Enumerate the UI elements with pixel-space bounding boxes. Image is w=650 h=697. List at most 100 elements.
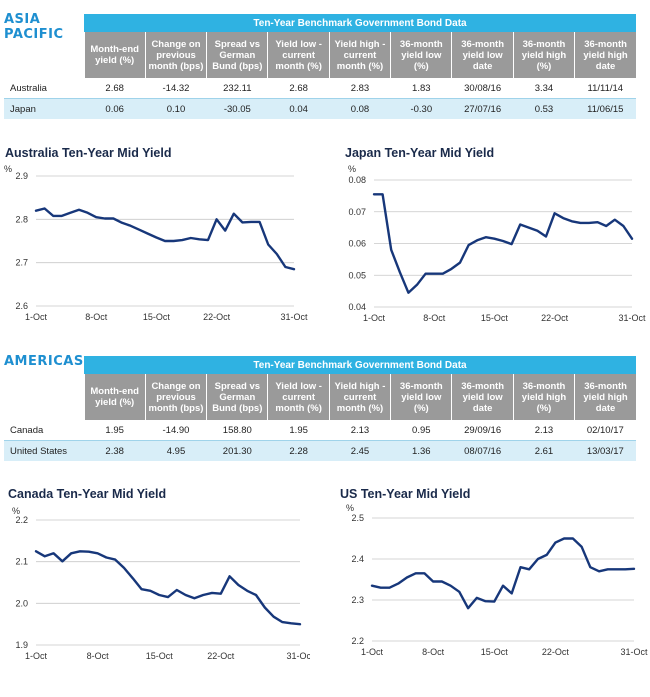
x-tick-label: 1-Oct xyxy=(361,647,384,657)
x-tick-label: 15-Oct xyxy=(481,647,509,657)
col-header: Yield high - current month (%) xyxy=(329,374,392,420)
table-cell: 2.68 xyxy=(84,78,146,99)
col-header: 36-month yield high date xyxy=(574,374,636,420)
chart-title-australia: Australia Ten-Year Mid Yield xyxy=(5,146,172,160)
x-tick-label: 1-Oct xyxy=(25,312,48,322)
chart-title-us: US Ten-Year Mid Yield xyxy=(340,487,471,501)
col-header: Yield low - current month (%) xyxy=(267,32,330,78)
col-header: 36-month yield high (%) xyxy=(513,374,576,420)
chart-us: %2.5 2.4 2.3 2.21-Oct 8-Oct 15-Oct 22-Oct 31-Oc… xyxy=(346,503,648,657)
table-cell: 11/06/15 xyxy=(574,98,636,119)
x-tick-label: 31-Oct xyxy=(620,647,648,657)
chart-title-japan: Japan Ten-Year Mid Yield xyxy=(345,146,495,160)
y-axis-unit-label: % xyxy=(4,164,12,174)
y-tick-label: 0.08 xyxy=(348,175,366,185)
table-title: Ten-Year Benchmark Government Bond Data xyxy=(84,14,636,32)
y-tick-label: 2.5 xyxy=(351,513,364,523)
series-line xyxy=(34,550,302,626)
table-cell: 158.80 xyxy=(206,420,268,441)
series-line xyxy=(370,537,636,610)
x-tick-label: 8-Oct xyxy=(422,647,445,657)
col-header: Yield low - current month (%) xyxy=(267,374,330,420)
y-tick-label: 0.07 xyxy=(348,207,366,217)
chart-australia: %2.9 2.8 2.7 2.61-Oct 8-Oct 15-Oct 22-Oct 31-Oc… xyxy=(4,164,308,322)
table-cell: 0.53 xyxy=(513,98,575,119)
table-row: Japan 0.06 0.10 -30.05 0.04 0.08 -0.30 2… xyxy=(4,98,636,119)
y-axis-unit-label: % xyxy=(348,164,356,174)
table-cell: 1.95 xyxy=(267,420,330,441)
y-tick-label: 2.1 xyxy=(15,557,28,567)
table-row: United States 2.38 4.95 201.30 2.28 2.45… xyxy=(4,440,636,461)
table-title: Ten-Year Benchmark Government Bond Data xyxy=(84,356,636,374)
col-header: 36-month yield low date xyxy=(451,32,514,78)
table-cell: 2.83 xyxy=(329,78,391,99)
x-tick-label: 22-Oct xyxy=(203,312,231,322)
table-cell: 2.13 xyxy=(329,420,391,441)
table-cell: 2.61 xyxy=(513,440,575,461)
bond-data-table-americas: Ten-Year Benchmark Government Bond Data … xyxy=(4,356,636,461)
table-cell: 232.11 xyxy=(206,78,268,99)
row-label: Australia xyxy=(4,78,84,99)
x-tick-label: 31-Oct xyxy=(280,312,308,322)
col-header: 36-month yield low (%) xyxy=(390,374,453,420)
col-header: Spread vs German Bund (bps) xyxy=(206,374,269,420)
y-tick-label: 2.7 xyxy=(15,258,28,268)
table-cell: 29/09/16 xyxy=(451,420,514,441)
y-axis-unit-label: % xyxy=(346,503,354,513)
x-tick-label: 31-Oct xyxy=(618,313,646,323)
x-tick-label: 8-Oct xyxy=(423,313,446,323)
y-tick-label: 2.3 xyxy=(351,595,364,605)
region-label-line: AMERICAS xyxy=(4,354,84,369)
table-cell: 27/07/16 xyxy=(451,98,514,119)
table-cell: 0.08 xyxy=(329,98,391,119)
table-cell: -14.32 xyxy=(145,78,207,99)
col-header: 36-month yield low (%) xyxy=(390,32,453,78)
bond-data-table-asia-pacific: Ten-Year Benchmark Government Bond Data … xyxy=(4,14,636,119)
y-tick-label: 2.0 xyxy=(15,598,28,608)
region-label-americas: AMERICAS xyxy=(4,354,84,369)
table-cell: 0.06 xyxy=(84,98,146,119)
col-header: Yield high - current month (%) xyxy=(329,32,392,78)
y-tick-label: 2.2 xyxy=(15,515,28,525)
col-header: 36-month yield high (%) xyxy=(513,32,576,78)
row-label: Canada xyxy=(4,420,84,441)
x-tick-label: 15-Oct xyxy=(146,651,174,661)
chart-canada: %2.2 2.1 2.0 1.91-Oct 8-Oct 15-Oct 22-Oct 31-Oc… xyxy=(12,506,310,661)
y-tick-label: 0.06 xyxy=(348,239,366,249)
col-header: 36-month yield high date xyxy=(574,32,636,78)
series-line xyxy=(372,193,634,294)
region-label-line: ASIA xyxy=(4,12,41,27)
table-cell: 02/10/17 xyxy=(574,420,636,441)
x-tick-label: 8-Oct xyxy=(87,651,110,661)
col-header: Change on previous month (bps) xyxy=(145,32,208,78)
y-tick-label: 2.9 xyxy=(15,171,28,181)
chart-japan: %0.08 0.07 0.06 0.05 0.041-Oct 8-Oct 15-Oct 22-… xyxy=(348,164,646,323)
table-cell: 13/03/17 xyxy=(574,440,636,461)
x-tick-label: 1-Oct xyxy=(363,313,386,323)
col-header: Change on previous month (bps) xyxy=(145,374,208,420)
x-tick-label: 15-Oct xyxy=(481,313,509,323)
table-cell: -14.90 xyxy=(145,420,207,441)
table-cell: 1.95 xyxy=(84,420,146,441)
col-header: Spread vs German Bund (bps) xyxy=(206,32,269,78)
x-tick-label: 15-Oct xyxy=(143,312,171,322)
table-cell: 1.83 xyxy=(390,78,452,99)
table-cell: 201.30 xyxy=(206,440,268,461)
y-tick-label: 0.05 xyxy=(348,270,366,280)
y-tick-label: 1.9 xyxy=(15,640,28,650)
col-header: 36-month yield low date xyxy=(451,374,514,420)
table-cell: 3.34 xyxy=(513,78,575,99)
row-label: United States xyxy=(4,440,84,461)
y-tick-label: 2.2 xyxy=(351,636,364,646)
table-cell: 08/07/16 xyxy=(451,440,514,461)
row-label: Japan xyxy=(4,98,84,119)
table-cell: 0.10 xyxy=(145,98,207,119)
table-cell: 2.45 xyxy=(329,440,391,461)
table-row: Australia 2.68 -14.32 232.11 2.68 2.83 1… xyxy=(4,78,636,99)
series-line xyxy=(34,207,296,271)
table-cell: 2.68 xyxy=(267,78,330,99)
x-tick-label: 22-Oct xyxy=(541,313,569,323)
table-cell: 1.36 xyxy=(390,440,452,461)
table-cell: -0.30 xyxy=(390,98,452,119)
table-cell: 0.04 xyxy=(267,98,330,119)
